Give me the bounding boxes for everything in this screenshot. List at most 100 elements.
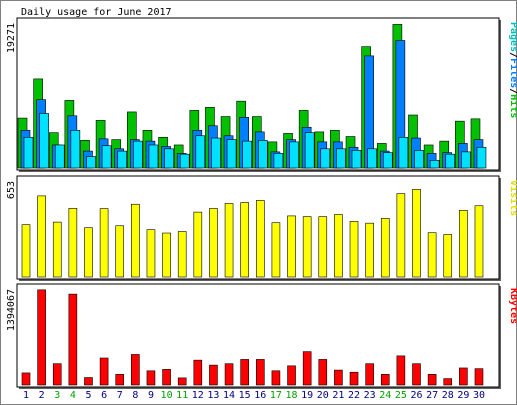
- bar-kbytes: [412, 363, 421, 386]
- bar-pages: [367, 148, 377, 169]
- x-tick-label: 21: [332, 390, 344, 401]
- bar-kbytes: [396, 355, 406, 386]
- bar-visits: [224, 203, 234, 278]
- x-tick-label: 1: [23, 390, 29, 401]
- x-tick-label: 8: [132, 390, 138, 401]
- bar-pages: [148, 144, 159, 169]
- bar-visits: [365, 222, 374, 278]
- legend: KBytes: [508, 288, 517, 324]
- bar-kbytes: [84, 377, 93, 386]
- bar-pages: [351, 150, 362, 169]
- x-tick-label: 12: [192, 390, 204, 401]
- bar-visits: [474, 205, 484, 278]
- bar-pages: [429, 160, 440, 169]
- bar-kbytes: [334, 369, 343, 386]
- bar-visits: [146, 229, 156, 278]
- x-tick-label: 27: [426, 390, 438, 401]
- bar-visits: [427, 232, 437, 278]
- x-tick-label: 23: [364, 390, 376, 401]
- x-tick-label: 11: [176, 390, 188, 401]
- bar-visits: [287, 215, 296, 278]
- x-tick-label: 24: [379, 390, 391, 401]
- bar-visits: [240, 202, 249, 278]
- bar-kbytes: [271, 370, 281, 386]
- bar-pages: [476, 146, 487, 169]
- bar-kbytes: [177, 377, 187, 386]
- bar-pages: [226, 139, 237, 169]
- bar-visits: [318, 216, 328, 278]
- bar-visits: [380, 218, 390, 278]
- legend-entry: Hits: [508, 94, 517, 118]
- x-tick-label: 16: [254, 390, 266, 401]
- bar-pages: [133, 140, 143, 169]
- x-tick-label: 25: [395, 390, 407, 401]
- bar-visits: [99, 208, 109, 278]
- bar-kbytes: [162, 369, 171, 386]
- panel-visits: 653 Visits: [6, 175, 517, 281]
- bar-pages: [164, 148, 174, 169]
- bar-kbytes: [209, 364, 218, 386]
- legend-entry: Files: [508, 58, 517, 88]
- legend: Pages/Files/Hits: [508, 22, 517, 118]
- y-max-label: 1394067: [6, 289, 17, 331]
- bar-kbytes: [427, 374, 437, 386]
- x-tick-label: 19: [301, 390, 313, 401]
- bar-pages: [101, 145, 112, 169]
- x-tick-label: 14: [223, 390, 235, 401]
- bar-visits: [177, 231, 187, 278]
- legend-entry: KBytes: [508, 288, 517, 324]
- x-tick-label: 18: [286, 390, 298, 401]
- x-tick-label: 5: [85, 390, 91, 401]
- y-max-label: 653: [6, 181, 17, 199]
- bar-kbytes: [21, 372, 31, 386]
- bar-pages: [289, 141, 299, 169]
- bar-visits: [349, 221, 359, 278]
- x-axis-labels: 1 2 3 4 5 6 7 8 9 10 11 12 13 14 15 16 17 18 19 20 21 22 23 24 2…: [23, 390, 485, 401]
- bar-visits: [412, 189, 421, 278]
- x-tick-label: 22: [348, 390, 360, 401]
- bar-visits: [271, 222, 281, 278]
- legend-entry: /: [508, 88, 517, 94]
- bar-visits: [68, 208, 78, 278]
- x-tick-label: 2: [39, 390, 45, 401]
- bar-visits: [302, 216, 312, 278]
- bar-kbytes: [193, 359, 203, 386]
- bar-pages: [23, 136, 34, 169]
- bar-visits: [459, 209, 468, 278]
- bar-kbytes: [240, 359, 249, 386]
- legend-entry: /: [508, 52, 517, 58]
- bar-kbytes: [68, 293, 78, 386]
- bar-kbytes: [99, 357, 109, 386]
- bar-visits: [443, 234, 453, 278]
- panel-kbytes: 1394067 KBytes: [6, 283, 517, 389]
- x-tick-label: 9: [148, 390, 154, 401]
- bar-pages: [382, 152, 393, 169]
- x-tick-label: 13: [207, 390, 219, 401]
- x-tick-label: 10: [161, 390, 173, 401]
- x-tick-label: 6: [101, 390, 107, 401]
- bar-kbytes: [443, 378, 453, 386]
- bar-visits: [131, 203, 140, 278]
- bar-pages: [461, 151, 471, 169]
- bar-visits: [37, 195, 46, 278]
- bar-pages: [117, 150, 128, 169]
- legend: Visits: [508, 180, 517, 216]
- bar-visits: [162, 232, 171, 278]
- bar-pages: [242, 140, 252, 169]
- x-tick-label: 29: [457, 390, 469, 401]
- bar-kbytes: [52, 363, 62, 386]
- x-tick-label: 15: [239, 390, 251, 401]
- bar-pages: [414, 150, 424, 169]
- bar-kbytes: [287, 365, 296, 386]
- bar-visits: [193, 211, 203, 278]
- x-tick-label: 26: [410, 390, 422, 401]
- bar-kbytes: [146, 370, 156, 386]
- bar-kbytes: [115, 374, 125, 386]
- bar-visits: [115, 225, 125, 278]
- x-tick-label: 4: [70, 390, 76, 401]
- bar-visits: [21, 224, 31, 278]
- bar-visits: [84, 227, 93, 278]
